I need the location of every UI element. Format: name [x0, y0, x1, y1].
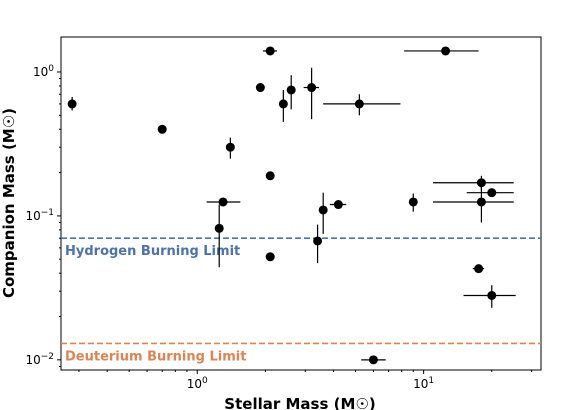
data-point [265, 46, 275, 56]
data-point [333, 200, 343, 210]
data-point [265, 252, 275, 262]
y-tick-label: 10−1 [25, 208, 54, 223]
data-point [487, 188, 497, 198]
data-point [441, 46, 451, 56]
plot-frame [60, 36, 542, 371]
y-axis-ticks: 10−2 10−1 100 [25, 64, 61, 367]
data-point [313, 236, 323, 246]
data-point [157, 124, 167, 134]
limit-label: Hydrogen Burning Limit [65, 244, 240, 259]
data-point [354, 99, 364, 109]
data-point [265, 171, 275, 181]
data-point [318, 205, 328, 215]
data-points [67, 46, 497, 365]
error-bars [71, 50, 516, 361]
x-axis-title: Stellar Mass (M☉) [224, 395, 375, 410]
data-point [255, 83, 265, 93]
data-point [476, 197, 486, 207]
y-tick-label: 100 [33, 64, 54, 79]
data-point [408, 197, 418, 207]
y-axis-title: Companion Mass (M☉) [0, 108, 18, 298]
x-tick-label: 100 [187, 376, 208, 391]
data-point [307, 83, 317, 93]
data-point [214, 223, 224, 233]
limit-label: Deuterium Burning Limit [65, 349, 246, 364]
data-point [368, 355, 378, 365]
data-point [487, 290, 497, 300]
data-point [278, 99, 288, 109]
data-point [286, 85, 296, 95]
data-point [474, 264, 484, 274]
x-axis-ticks: 100 101 [78, 370, 533, 391]
data-point [218, 197, 228, 207]
data-point [67, 99, 77, 109]
data-point [225, 142, 235, 152]
x-tick-label: 101 [413, 376, 434, 391]
y-tick-label: 10−2 [25, 352, 54, 367]
data-point [476, 178, 486, 188]
limit-lines: Hydrogen Burning Limit Deuterium Burning … [61, 237, 541, 364]
